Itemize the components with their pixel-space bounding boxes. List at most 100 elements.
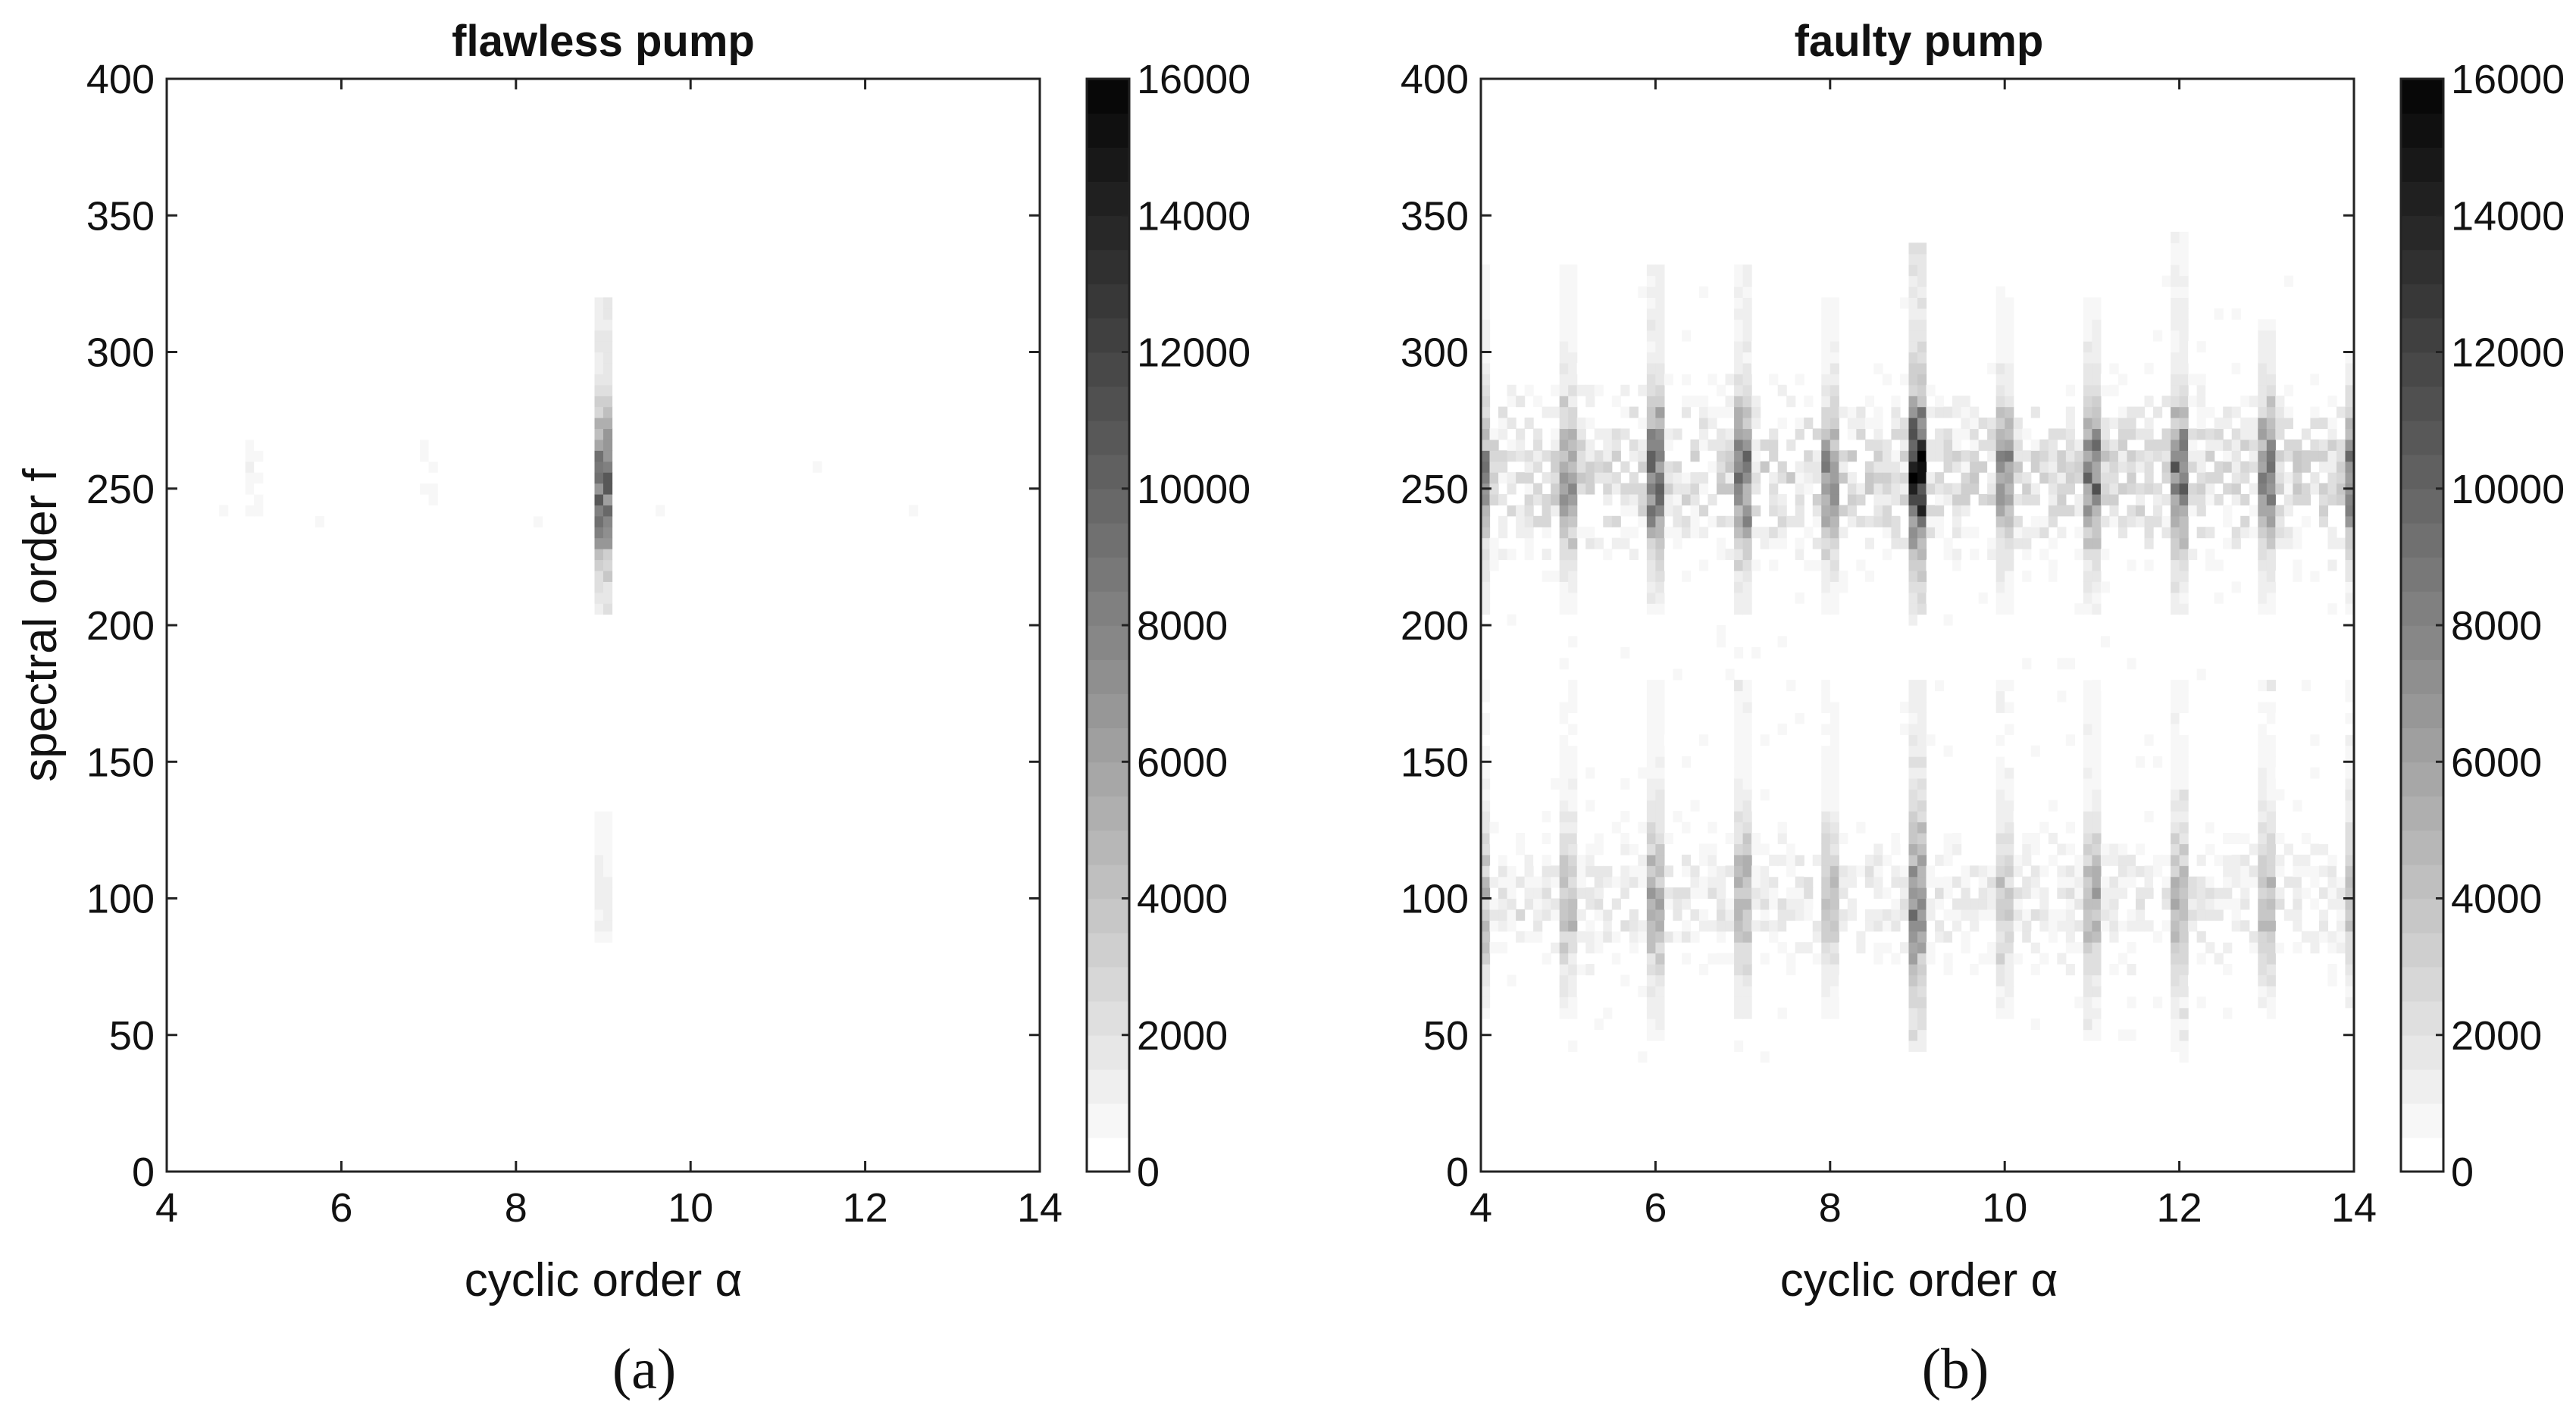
- heatmap-cell: [2196, 876, 2206, 888]
- heatmap-cell: [533, 515, 543, 527]
- heatmap-cell: [2161, 898, 2171, 910]
- heatmap-cell: [428, 450, 438, 462]
- heatmap-cell: [2345, 581, 2355, 593]
- heatmap-cell: [2327, 472, 2337, 484]
- heatmap-cell: [1864, 811, 1874, 823]
- heatmap-cell: [2301, 493, 2311, 505]
- heatmap-cell: [2171, 876, 2180, 888]
- heatmap-cell: [2083, 854, 2092, 866]
- heatmap-cell: [603, 297, 613, 309]
- heatmap-cell: [2144, 985, 2154, 997]
- heatmap-cell: [1839, 985, 1848, 997]
- heatmap-cell: [1734, 483, 1744, 495]
- heatmap-cell: [1559, 308, 1569, 320]
- heatmap-cell: [1943, 493, 1953, 505]
- heatmap-cell: [1481, 384, 1491, 396]
- heatmap-cell: [1481, 428, 1491, 440]
- heatmap-cell: [2092, 756, 2102, 768]
- heatmap-cell: [2266, 362, 2276, 374]
- heatmap-cell: [1664, 428, 1674, 440]
- heatmap-cell: [1926, 865, 1936, 878]
- heatmap-cell: [1908, 461, 1918, 473]
- heatmap-cell: [2005, 843, 2014, 856]
- heatmap-cell: [2336, 483, 2346, 495]
- heatmap-cell: [603, 821, 613, 834]
- heatmap-cell: [2223, 406, 2233, 418]
- heatmap-cell: [1917, 964, 1927, 976]
- heatmap-cell: [1821, 374, 1831, 386]
- heatmap-cell: [1970, 428, 1980, 440]
- heatmap-cell: [1917, 308, 1927, 320]
- heatmap-cell: [1717, 537, 1726, 549]
- heatmap-cell: [1786, 646, 1796, 659]
- heatmap-cell: [1542, 505, 1551, 517]
- heatmap-cell: [1926, 406, 1936, 418]
- heatmap-cell: [2127, 472, 2136, 484]
- heatmap-cell: [2310, 570, 2320, 582]
- heatmap-cell: [1908, 330, 1918, 342]
- panel-a-title: flawless pump: [452, 17, 755, 66]
- heatmap-cell: [1699, 559, 1709, 571]
- heatmap-cell: [1568, 330, 1578, 342]
- heatmap-cell: [1873, 493, 1883, 505]
- heatmap-cell: [2179, 876, 2189, 888]
- heatmap-cell: [2013, 428, 2023, 440]
- heatmap-cell: [1542, 898, 1551, 910]
- heatmap-cell: [2345, 778, 2355, 790]
- heatmap-cell: [1891, 472, 1901, 484]
- heatmap-cell: [2092, 745, 2102, 757]
- heatmap-cell: [1917, 297, 1927, 309]
- heatmap-cell: [1489, 920, 1499, 932]
- heatmap-cell: [1568, 581, 1578, 593]
- heatmap-cell: [1524, 876, 1534, 888]
- heatmap-cell: [1804, 396, 1814, 408]
- heatmap-cell: [2100, 384, 2111, 396]
- heatmap-cell: [2188, 428, 2198, 440]
- heatmap-cell: [1576, 931, 1586, 943]
- heatmap-cell: [1821, 341, 1831, 353]
- heatmap-cell: [2266, 515, 2276, 527]
- heatmap-cell: [1594, 549, 1604, 561]
- heatmap-cell: [2249, 439, 2258, 451]
- heatmap-cell: [2345, 428, 2355, 440]
- heatmap-cell: [1995, 876, 2005, 888]
- heatmap-cell: [1891, 832, 1901, 844]
- heatmap-cell: [1481, 603, 1491, 615]
- colorbar-step: [1087, 966, 1129, 1002]
- heatmap-cell: [1699, 734, 1709, 746]
- heatmap-cell: [1655, 581, 1665, 593]
- heatmap-cell: [2214, 428, 2224, 440]
- heatmap-cell: [2188, 920, 2198, 932]
- heatmap-cell: [2109, 964, 2119, 976]
- heatmap-cell: [2223, 483, 2233, 495]
- heatmap-cell: [2074, 493, 2084, 505]
- heatmap-cell: [1638, 493, 1648, 505]
- heatmap-cell: [2005, 472, 2014, 484]
- heatmap-cell: [603, 450, 613, 462]
- heatmap-cell: [1899, 832, 1910, 844]
- heatmap-cell: [1847, 428, 1857, 440]
- heatmap-cell: [2074, 450, 2084, 462]
- heatmap-cell: [1821, 832, 1831, 844]
- heatmap-cell: [1481, 942, 1491, 954]
- heatmap-cell: [1664, 931, 1674, 943]
- heatmap-cell: [2223, 450, 2233, 462]
- heatmap-cell: [1829, 745, 1839, 757]
- heatmap-cell: [1908, 646, 1918, 659]
- heatmap-cell: [2196, 527, 2206, 539]
- heatmap-cell: [1751, 483, 1761, 495]
- heatmap-cell: [1821, 515, 1831, 527]
- heatmap-cell: [603, 515, 613, 527]
- heatmap-cell: [1987, 439, 1997, 451]
- heatmap-cell: [1821, 330, 1831, 342]
- heatmap-cell: [2144, 734, 2154, 746]
- colorbar-tick-label: 8000: [2451, 603, 2542, 649]
- heatmap-cell: [1795, 843, 1804, 856]
- heatmap-cell: [1961, 418, 1970, 430]
- heatmap-cell: [1646, 439, 1656, 451]
- heatmap-cell: [1568, 887, 1578, 900]
- heatmap-cell: [1926, 734, 1936, 746]
- heatmap-cell: [1734, 734, 1744, 746]
- heatmap-cell: [2327, 942, 2337, 954]
- heatmap-cell: [2065, 821, 2075, 834]
